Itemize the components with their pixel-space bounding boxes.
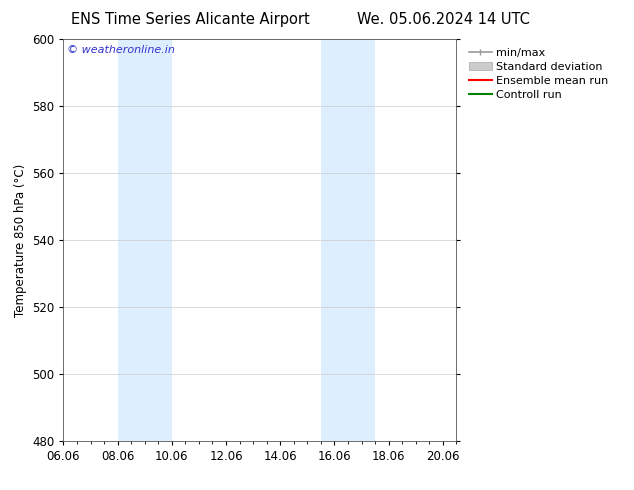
Text: © weatheronline.in: © weatheronline.in — [67, 45, 175, 55]
Text: We. 05.06.2024 14 UTC: We. 05.06.2024 14 UTC — [358, 12, 530, 27]
Bar — [321, 39, 375, 441]
Legend: min/max, Standard deviation, Ensemble mean run, Controll run: min/max, Standard deviation, Ensemble me… — [466, 45, 612, 103]
Y-axis label: Temperature 850 hPa (°C): Temperature 850 hPa (°C) — [13, 164, 27, 317]
Bar — [118, 39, 172, 441]
Text: ENS Time Series Alicante Airport: ENS Time Series Alicante Airport — [71, 12, 309, 27]
